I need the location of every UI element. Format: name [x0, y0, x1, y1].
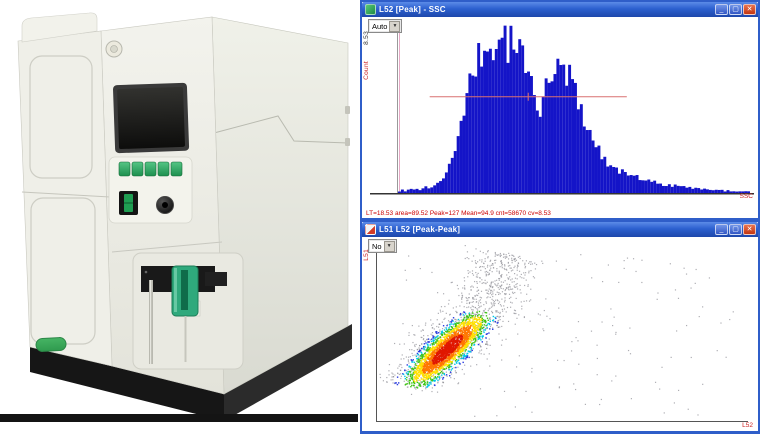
minimize-button[interactable]: _	[715, 224, 728, 235]
histogram-plot[interactable]	[362, 17, 758, 207]
close-button[interactable]: ✕	[743, 4, 756, 15]
stats-line: LT=18.53 area=89.52 Peak=127 Mean=94.9 c…	[366, 210, 551, 217]
minimize-button[interactable]: _	[715, 4, 728, 15]
display-dropdown[interactable]: No ▼	[368, 239, 397, 253]
dropdown-value: Auto	[372, 21, 388, 31]
instrument-base	[30, 324, 352, 421]
maximize-button[interactable]: ▢	[729, 224, 742, 235]
instrument-top-port	[105, 40, 123, 58]
scatter-titlebar[interactable]: L51 L52 [Peak-Peak] _ ▢ ✕	[362, 222, 758, 237]
histogram-titlebar[interactable]: L52 [Peak] - SSC _ ▢ ✕	[362, 2, 758, 17]
window-scatter: L51 L52 [Peak-Peak] _ ▢ ✕ No ▼ L51 L52	[360, 220, 760, 434]
instrument-power-switch	[119, 191, 138, 215]
software-windows-panel: L52 [Peak] - SSC _ ▢ ✕ Auto ▼ 8.53 Count…	[360, 0, 760, 434]
y-axis-label: L51	[363, 249, 370, 261]
instrument-logo-badge	[35, 337, 67, 352]
window-title: L52 [Peak] - SSC	[379, 5, 446, 14]
x-axis-label: SSC	[739, 193, 753, 200]
table-edge	[0, 414, 358, 422]
close-button[interactable]: ✕	[743, 224, 756, 235]
scale-dropdown[interactable]: Auto ▼	[368, 19, 403, 33]
window-histogram: L52 [Peak] - SSC _ ▢ ✕ Auto ▼ 8.53 Count…	[360, 0, 760, 220]
instrument-sample-clamp	[171, 265, 199, 317]
y-axis-max-label: 8.53	[363, 31, 370, 45]
instrument-photo-panel	[0, 0, 360, 434]
instrument-control-knob	[156, 196, 174, 214]
y-axis-label: Count	[363, 61, 370, 80]
app-icon	[365, 224, 376, 235]
instrument-photo	[0, 12, 358, 422]
instrument-control-panel	[108, 156, 193, 224]
maximize-button[interactable]: ▢	[729, 4, 742, 15]
window-title: L51 L52 [Peak-Peak]	[379, 225, 461, 234]
scatter-plot[interactable]	[362, 237, 758, 431]
instrument-left-door-panel	[17, 12, 113, 367]
instrument-sample-bay	[132, 252, 244, 370]
x-axis-label: L52	[742, 422, 753, 429]
app-icon	[365, 4, 376, 15]
instrument-display-screen	[113, 82, 190, 154]
instrument-buttons	[118, 161, 183, 177]
dropdown-value: No	[372, 241, 382, 251]
chevron-down-icon: ▼	[389, 20, 401, 32]
chevron-down-icon: ▼	[383, 240, 395, 252]
